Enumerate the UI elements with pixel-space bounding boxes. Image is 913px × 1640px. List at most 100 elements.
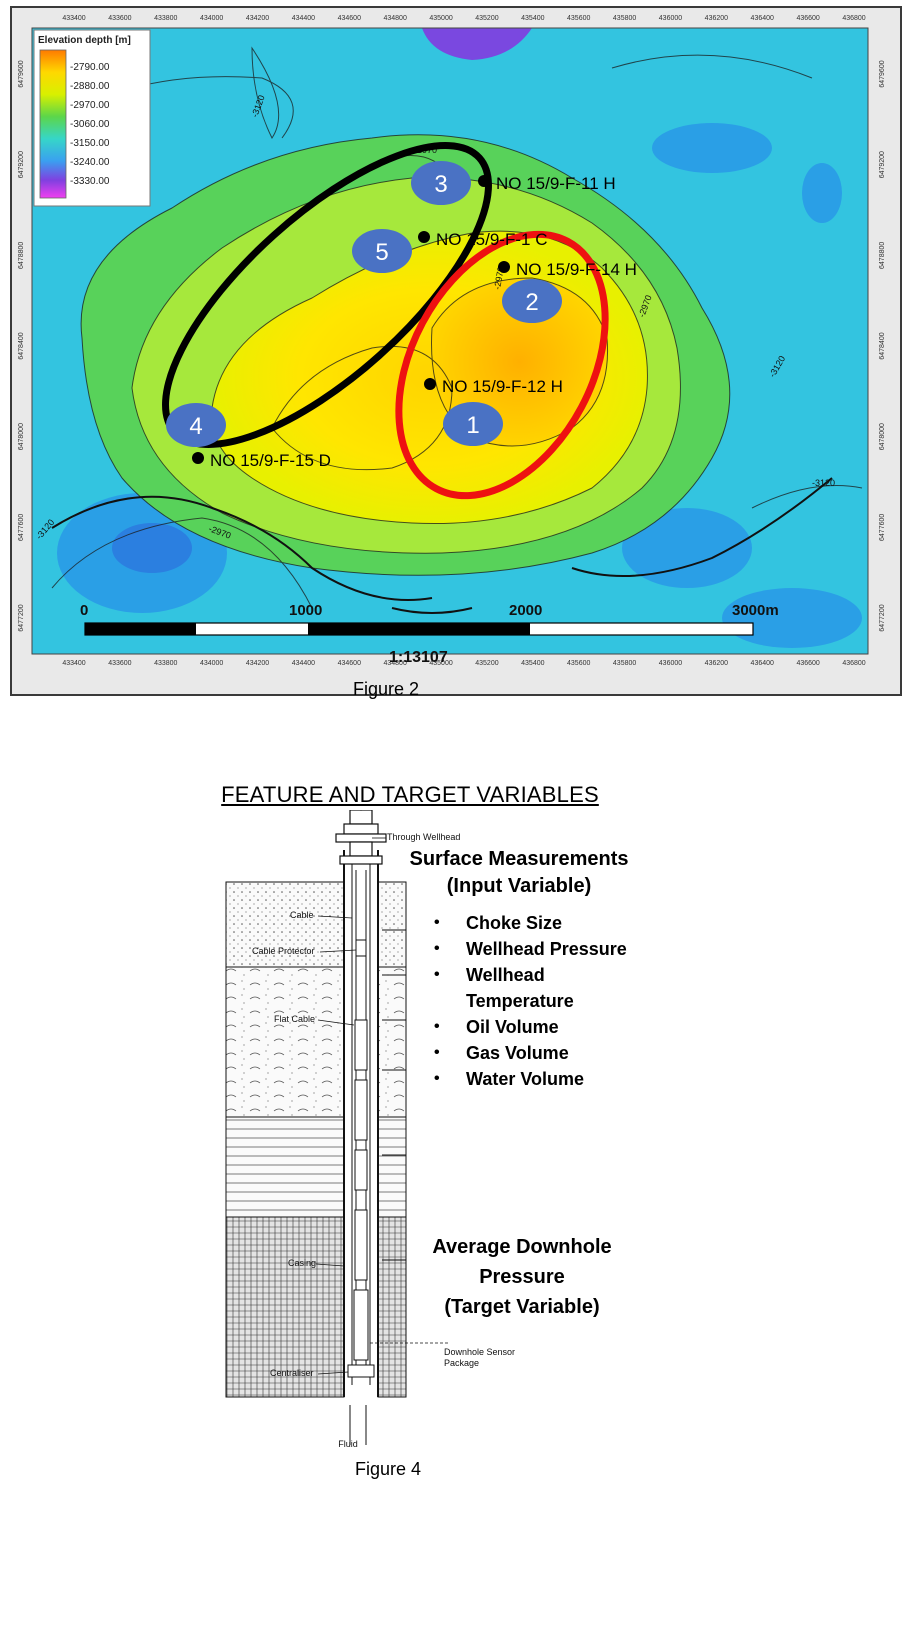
x-tick-label: 435000 — [429, 15, 452, 22]
y-tick-label: 6479600 — [879, 60, 886, 87]
x-tick-label: 433800 — [154, 660, 177, 667]
y-tick-label: 6477200 — [18, 604, 25, 631]
input-variable-item: Gas Volume — [432, 1040, 652, 1066]
scale-bar — [84, 622, 754, 636]
legend-color-bar — [39, 49, 67, 199]
legend-value: -2790.00 — [70, 62, 110, 73]
surface-subtitle: (Input Variable) — [446, 875, 592, 897]
group-outline-red — [395, 230, 609, 500]
marker-number: 5 — [375, 239, 388, 266]
y-tick-labels-right: 6479600 6479200 6478800 6478400 6478000 64776… — [879, 60, 886, 631]
x-tick-label: 436200 — [705, 15, 728, 22]
x-tick-label: 435200 — [475, 660, 498, 667]
input-variable-list: Choke Size Wellhead Pressure Wellhead Tem… — [432, 910, 652, 1092]
target-line3: (Target Variable) — [444, 1296, 600, 1318]
y-tick-label: 6478800 — [879, 242, 886, 269]
legend-value: -3240.00 — [70, 157, 110, 168]
input-variable-item: Choke Size — [432, 910, 652, 936]
x-tick-label: 434200 — [246, 660, 269, 667]
x-tick-label: 433600 — [108, 15, 131, 22]
well-dot — [478, 175, 490, 187]
label-through-wellhead: Through Wellhead — [387, 832, 460, 842]
target-line1: Average Downhole — [432, 1236, 612, 1258]
x-tick-label: 434800 — [383, 660, 406, 667]
marker-badge — [502, 279, 562, 323]
x-tick-label: 436200 — [705, 660, 728, 667]
y-tick-label: 6479200 — [879, 151, 886, 178]
y-tick-label: 6478800 — [18, 242, 25, 269]
x-tick-label: 434400 — [292, 15, 315, 22]
x-tick-label: 435600 — [567, 660, 590, 667]
figure2-caption: Figure 2 — [352, 679, 420, 699]
input-variable-item: Wellhead Pressure — [432, 936, 652, 962]
x-tick-label: 436800 — [842, 15, 865, 22]
input-variable-continuation: Temperature — [466, 991, 574, 1011]
label-package: Package — [444, 1358, 479, 1368]
x-tick-label: 434600 — [338, 15, 361, 22]
x-tick-label: 433600 — [108, 660, 131, 667]
legend-value: -3150.00 — [70, 138, 110, 149]
label-fluid: Fluid — [338, 1439, 358, 1449]
legend-title: Elevation depth [m] — [38, 35, 131, 46]
legend-value: -2970.00 — [70, 100, 110, 111]
tubing-components — [347, 939, 375, 1378]
legend-value: -3060.00 — [70, 119, 110, 130]
x-tick-label: 434800 — [383, 15, 406, 22]
legend-value: -3330.00 — [70, 176, 110, 187]
well-dot — [192, 452, 204, 464]
x-tick-label: 433800 — [154, 15, 177, 22]
x-tick-label: 435400 — [521, 660, 544, 667]
marker-badge — [443, 402, 503, 446]
top-axis — [32, 8, 868, 28]
input-variable-item: Wellhead Temperature — [432, 962, 652, 1014]
well-label: NO 15/9-F-11 H — [496, 174, 616, 193]
marker-number: 2 — [525, 289, 538, 316]
bottom-axis — [32, 654, 868, 682]
flow-arrows — [349, 929, 406, 1445]
label-flat-cable: Flat Cable — [274, 1014, 315, 1024]
strata-right — [377, 881, 407, 1398]
y-tick-label: 6478000 — [879, 423, 886, 450]
scale-label: 2000 — [509, 602, 542, 619]
label-cable: Cable — [290, 910, 314, 920]
label-centraliser: Centraliser — [270, 1368, 314, 1378]
x-tick-label: 434600 — [338, 660, 361, 667]
marker-number: 4 — [189, 413, 202, 440]
y-tick-labels-left: 6479600 6479200 6478800 6478400 6478000 64776… — [18, 60, 25, 631]
x-tick-label: 436600 — [796, 15, 819, 22]
low-zone — [422, 28, 532, 60]
y-tick-label: 6478400 — [18, 332, 25, 359]
x-tick-label: 436600 — [796, 660, 819, 667]
y-tick-label: 6478400 — [879, 332, 886, 359]
x-tick-label: 434400 — [292, 660, 315, 667]
x-tick-label: 434000 — [200, 15, 223, 22]
well-dot — [498, 261, 510, 273]
input-variable-text: Wellhead — [466, 965, 545, 985]
x-tick-label: 436400 — [751, 15, 774, 22]
marker-badge — [352, 229, 412, 273]
x-tick-labels-bottom: 433400 433600 433800 434000 434200 434400 4346… — [62, 660, 865, 667]
low-zone — [722, 588, 862, 648]
x-tick-label: 436800 — [842, 660, 865, 667]
wellhead — [335, 810, 387, 865]
x-tick-label: 435000 — [429, 660, 452, 667]
elevation-contour-map: -3120 -2970 -2970 -3120 -3120 -2970 -297… — [12, 8, 896, 682]
low-zone — [652, 123, 772, 173]
y-tick-label: 6479600 — [18, 60, 25, 87]
left-axis — [12, 28, 32, 654]
well-label: NO 15/9-F-12 H — [442, 377, 563, 396]
x-tick-label: 435200 — [475, 15, 498, 22]
x-tick-label: 433400 — [62, 15, 85, 22]
x-tick-label: 436400 — [751, 660, 774, 667]
label-cable-protector: Cable Protector — [252, 946, 315, 956]
well-label: NO 15/9-F-1 C — [436, 230, 547, 249]
right-axis — [868, 28, 896, 654]
well-dot — [418, 231, 430, 243]
low-zone — [802, 163, 842, 223]
legend-value: -2880.00 — [70, 81, 110, 92]
feature-heading: FEATURE AND TARGET VARIABLES — [221, 782, 599, 807]
x-tick-label: 436000 — [659, 15, 682, 22]
x-tick-label: 434200 — [246, 15, 269, 22]
well-label: NO 15/9-F-15 D — [210, 451, 331, 470]
input-variable-item: Water Volume — [432, 1066, 652, 1092]
